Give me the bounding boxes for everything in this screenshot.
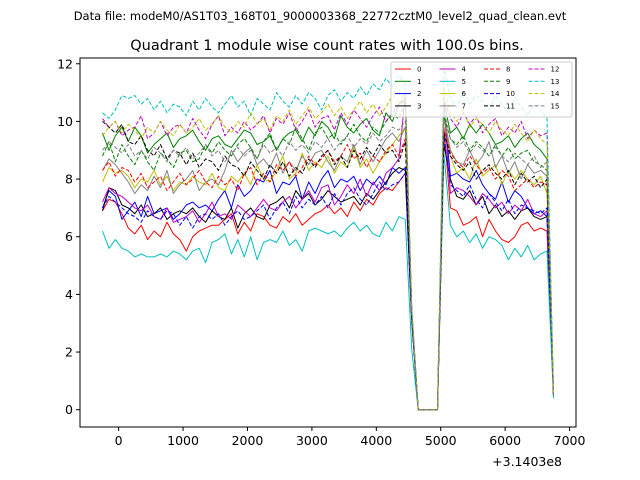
legend-label-3: 3	[417, 102, 421, 110]
y-tick-label: 0	[65, 402, 73, 417]
x-tick-label: 5000	[425, 433, 457, 448]
series-line-1	[102, 97, 554, 411]
series-line-10	[102, 135, 554, 411]
legend-label-12: 12	[551, 66, 560, 74]
legend-label-5: 5	[462, 78, 466, 86]
y-tick-label: 4	[65, 287, 73, 302]
legend-label-2: 2	[417, 90, 421, 98]
x-tick-label: 1000	[167, 433, 199, 448]
series-line-15	[102, 109, 554, 411]
legend-label-9: 9	[506, 78, 510, 86]
series-line-5	[102, 152, 554, 411]
legend-label-14: 14	[551, 90, 560, 98]
x-tick-label: 2000	[232, 433, 264, 448]
axes-frame	[79, 57, 577, 428]
series-line-0	[102, 126, 554, 411]
chart-title: Quadrant 1 module wise count rates with …	[130, 38, 524, 54]
y-tick-label: 12	[57, 56, 73, 71]
y-tick-label: 2	[65, 345, 73, 360]
legend-box	[390, 61, 573, 118]
x-tick-label: 7000	[554, 433, 586, 448]
legend-label-13: 13	[551, 78, 560, 86]
legend-label-1: 1	[417, 78, 421, 86]
figure-suptitle: Data file: modeM0/AS1T03_168T01_90000033…	[74, 9, 567, 23]
legend-label-6: 6	[462, 90, 467, 98]
x-tick-label: 3000	[296, 433, 328, 448]
legend-label-4: 4	[462, 66, 467, 74]
series-line-14	[102, 86, 554, 411]
series-line-11	[102, 121, 554, 411]
y-tick-label: 10	[57, 114, 73, 129]
legend-label-8: 8	[506, 66, 510, 74]
series-line-6	[102, 112, 554, 411]
series-line-7	[102, 115, 554, 411]
series-layer	[102, 66, 554, 411]
legend-label-0: 0	[417, 66, 421, 74]
x-tick-label: 0	[115, 433, 123, 448]
series-line-2	[102, 106, 554, 411]
series-line-12	[102, 97, 554, 411]
y-tick-label: 6	[65, 229, 73, 244]
y-tick-label: 8	[65, 172, 73, 187]
x-offset-label: +3.1403e8	[492, 454, 562, 469]
legend-label-10: 10	[506, 90, 515, 98]
x-tick-label: 4000	[360, 433, 392, 448]
legend-label-7: 7	[462, 102, 466, 110]
legend-label-15: 15	[551, 102, 560, 110]
x-tick-label: 6000	[489, 433, 521, 448]
legend-label-11: 11	[506, 102, 515, 110]
